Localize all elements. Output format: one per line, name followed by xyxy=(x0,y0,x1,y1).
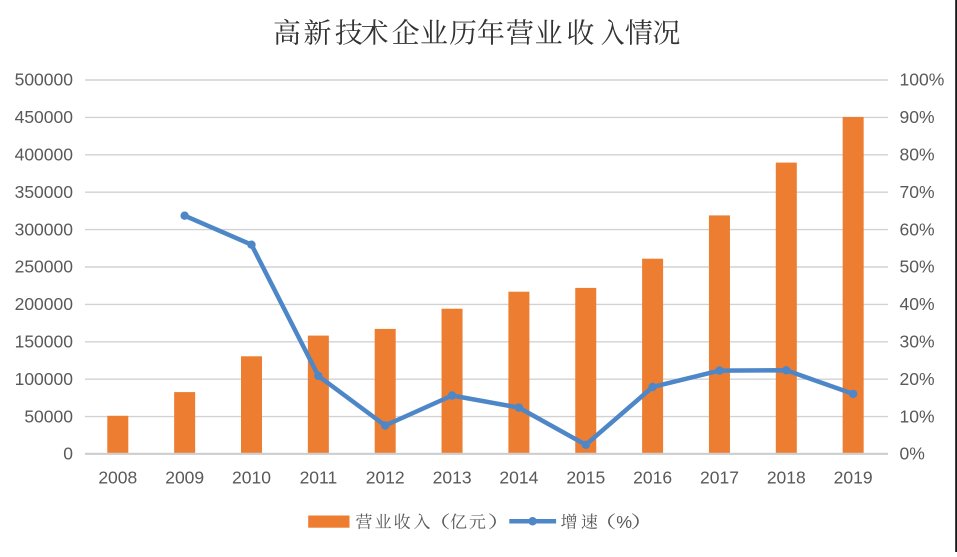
svg-text:2016: 2016 xyxy=(633,468,672,488)
svg-text:0: 0 xyxy=(63,444,73,464)
svg-text:80%: 80% xyxy=(900,145,935,165)
svg-text:300000: 300000 xyxy=(15,219,74,239)
svg-text:2017: 2017 xyxy=(700,468,739,488)
svg-text:0%: 0% xyxy=(900,444,925,464)
svg-text:250000: 250000 xyxy=(15,257,74,277)
svg-text:%: % xyxy=(616,512,632,532)
svg-text:50000: 50000 xyxy=(24,406,73,426)
svg-text:40%: 40% xyxy=(900,294,935,314)
svg-text:2013: 2013 xyxy=(433,468,472,488)
svg-text:150000: 150000 xyxy=(15,332,74,352)
svg-text:90%: 90% xyxy=(900,107,935,127)
svg-text:2012: 2012 xyxy=(366,468,405,488)
svg-text:70%: 70% xyxy=(900,182,935,202)
svg-text:2009: 2009 xyxy=(165,468,204,488)
svg-text:100000: 100000 xyxy=(15,369,74,389)
svg-text:100%: 100% xyxy=(900,70,945,90)
svg-text:2018: 2018 xyxy=(767,468,806,488)
svg-text:2019: 2019 xyxy=(834,468,873,488)
svg-text:10%: 10% xyxy=(900,406,935,426)
svg-text:2015: 2015 xyxy=(566,468,605,488)
svg-text:30%: 30% xyxy=(900,332,935,352)
svg-text:2014: 2014 xyxy=(499,468,538,488)
svg-text:400000: 400000 xyxy=(15,145,74,165)
svg-text:2011: 2011 xyxy=(300,468,338,488)
svg-text:350000: 350000 xyxy=(15,182,74,202)
svg-text:2010: 2010 xyxy=(232,468,271,488)
svg-text:20%: 20% xyxy=(900,369,935,389)
svg-text:50%: 50% xyxy=(900,257,935,277)
svg-text:60%: 60% xyxy=(900,219,935,239)
svg-text:2008: 2008 xyxy=(98,468,137,488)
svg-text:450000: 450000 xyxy=(15,107,74,127)
svg-text:500000: 500000 xyxy=(15,70,74,90)
svg-text:200000: 200000 xyxy=(15,294,74,314)
